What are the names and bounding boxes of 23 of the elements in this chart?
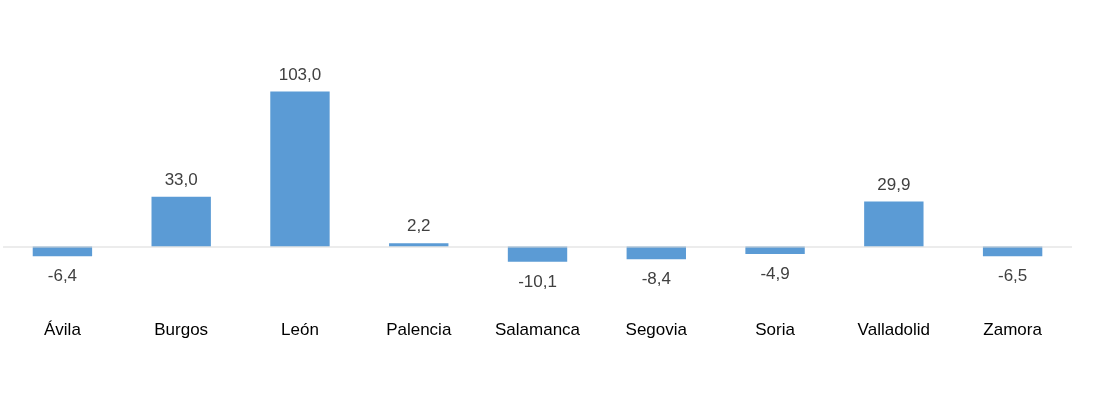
bar [389, 243, 449, 247]
data-label: 103,0 [278, 64, 322, 84]
data-label: 29,9 [877, 174, 911, 194]
data-label: -4,9 [760, 264, 790, 284]
x-tick-label: León [281, 320, 319, 340]
data-label: -8,4 [641, 269, 671, 289]
x-tick-label: Segovia [625, 320, 688, 340]
x-tick-label: Zamora [983, 320, 1043, 340]
x-tick-label: Burgos [154, 320, 209, 340]
x-tick-label: Palencia [386, 320, 452, 340]
bar [151, 196, 211, 247]
data-label: -6,5 [997, 266, 1028, 286]
bar [864, 201, 924, 247]
data-label: 33,0 [164, 170, 198, 190]
x-tick-label: Soria [755, 320, 796, 340]
x-tick-label: Ávila [43, 320, 82, 340]
bar [507, 246, 568, 262]
data-label: 2,2 [406, 216, 431, 236]
x-tick-label: Salamanca [494, 320, 581, 340]
data-label: -10,1 [518, 271, 557, 291]
bar [270, 91, 330, 247]
data-label: -6,4 [47, 266, 78, 286]
x-tick-label: Valladolid [857, 320, 931, 340]
